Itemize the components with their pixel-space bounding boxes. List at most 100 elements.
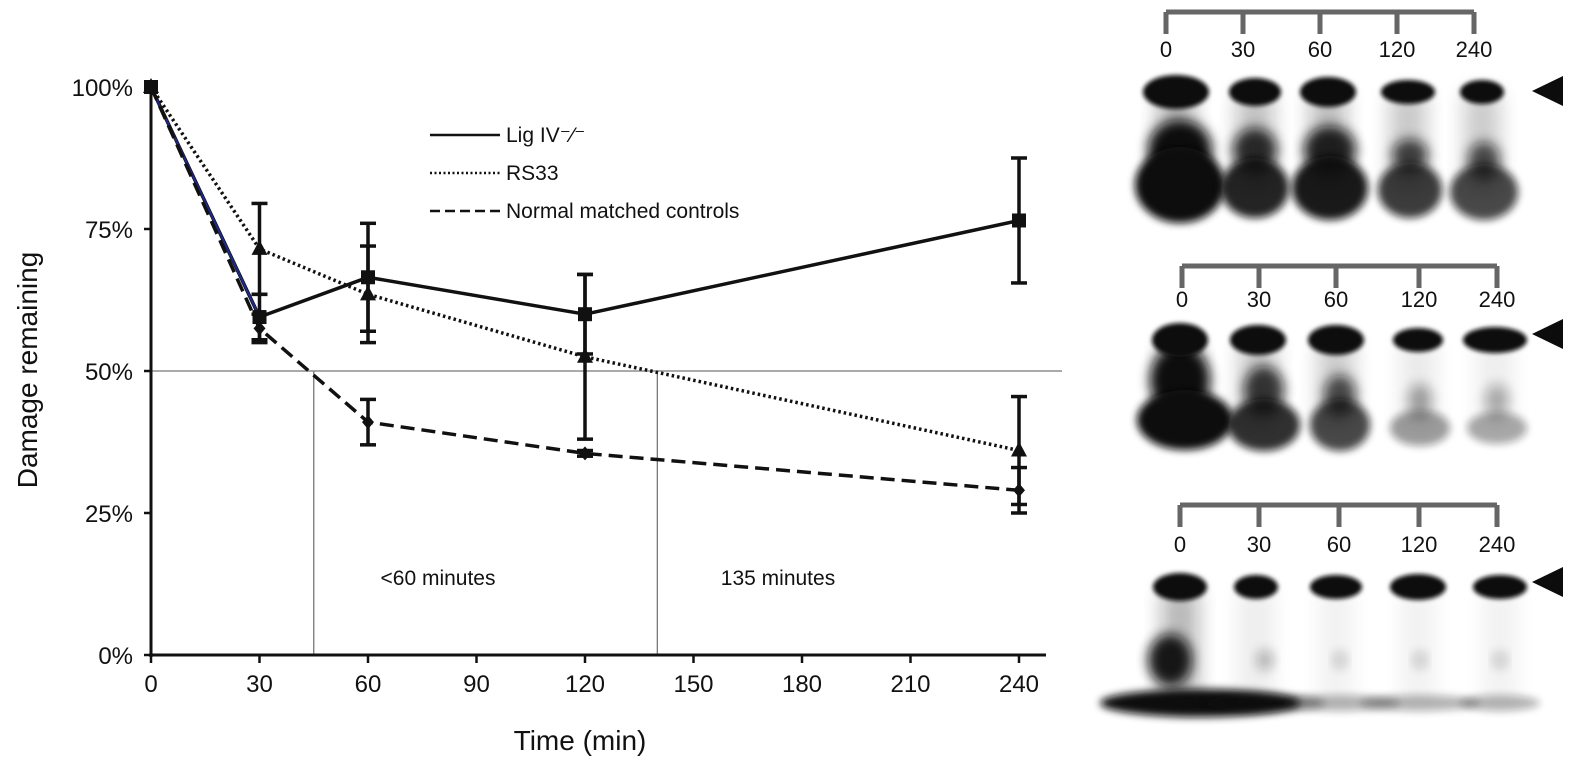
- gel-bottom-band: [1137, 390, 1233, 450]
- lane-label: 0: [1174, 532, 1186, 557]
- lane-label: 0: [1176, 287, 1188, 312]
- arrowhead-icon: [1532, 76, 1563, 106]
- gel-lower-band: [1148, 634, 1192, 686]
- gel-bottom-band: [1450, 164, 1518, 220]
- lane-label: 30: [1247, 532, 1271, 557]
- chart-legend: Lig IV⁻⁄⁻ RS33 Normal matched controls: [430, 124, 739, 223]
- gel-lane: [1280, 575, 1400, 711]
- gel-lane: [1360, 574, 1480, 711]
- gel-bottom-band: [1460, 695, 1540, 711]
- gel-smear: [1318, 587, 1354, 703]
- y-tick-label: 25%: [85, 501, 133, 528]
- gel-lane: [1292, 77, 1368, 220]
- gel-lower-band: [1414, 652, 1426, 668]
- data-point-triangle: [360, 285, 376, 301]
- reference-lines: [151, 370, 1062, 655]
- gel-lane: [1460, 575, 1540, 711]
- y-axis-title: Damage remaining: [12, 252, 43, 489]
- gel-well-band: [1300, 77, 1356, 107]
- gel-lane: [1221, 78, 1289, 218]
- gel-lower-band: [1392, 139, 1428, 171]
- damage-line-chart: 0% 25% 50% 75% 100% 0 30 60 90 120 150 180 210 240 Li…: [12, 75, 1062, 756]
- series-diamond: [145, 80, 1027, 515]
- arrowhead-icon: [1532, 319, 1563, 349]
- gel-well-band: [1381, 80, 1435, 104]
- x-axis-title: Time (min): [514, 725, 647, 756]
- data-point-diamond: [253, 321, 266, 336]
- gel-lane: [1137, 323, 1233, 450]
- lane-label: 120: [1401, 532, 1438, 557]
- x-tick-label: 90: [463, 671, 490, 698]
- gel-bottom-band: [1228, 399, 1300, 451]
- gel-well-band: [1310, 575, 1362, 599]
- lane-label: 60: [1324, 287, 1348, 312]
- y-tick-label: 50%: [85, 359, 133, 386]
- legend-label: RS33: [506, 162, 559, 185]
- data-point-diamond: [362, 415, 374, 430]
- x-tick-label: 120: [565, 671, 605, 698]
- data-point-triangle: [1011, 441, 1027, 457]
- x-tick-label: 30: [246, 671, 273, 698]
- gel-lower-band: [1334, 652, 1346, 668]
- gel-well-band: [1230, 325, 1286, 355]
- gel-well-band: [1153, 573, 1207, 601]
- gel-panel-3: 0 30 60 120 240: [1100, 502, 1563, 717]
- gel-lane: [1135, 75, 1225, 223]
- gel-bottom-band: [1467, 412, 1527, 444]
- y-tick-label: 0%: [98, 643, 133, 670]
- gel-panel-1: 0 30 60 120 240: [1135, 9, 1563, 223]
- x-tick-label: 210: [890, 671, 930, 698]
- data-point-diamond: [1013, 483, 1025, 498]
- data-point-triangle: [251, 239, 268, 255]
- gel-lane: [1308, 325, 1370, 451]
- data-point-diamond: [579, 446, 591, 461]
- gel-well-band: [1152, 323, 1208, 357]
- gel-lane: [1450, 80, 1518, 220]
- gel-lane: [1463, 327, 1527, 444]
- lane-label: 0: [1160, 37, 1172, 62]
- y-tick-label: 100%: [72, 75, 133, 102]
- gel-bottom-band: [1310, 399, 1370, 451]
- gel-lower-band: [1408, 384, 1432, 416]
- lane-label: 120: [1401, 287, 1438, 312]
- data-point-triangle: [577, 347, 593, 363]
- axis-ticks: 0% 25% 50% 75% 100% 0 30 60 90 120 150 180 210 240: [72, 75, 1039, 698]
- gel-well-band: [1390, 574, 1446, 600]
- gel-smear: [1400, 587, 1436, 703]
- gel-bottom-band: [1292, 156, 1368, 220]
- lane-label: 240: [1456, 37, 1493, 62]
- gel-well-band: [1393, 328, 1443, 352]
- gel-lane: [1228, 325, 1300, 451]
- gel-bottom-band: [1221, 158, 1289, 218]
- gel-panel-2: 0 30 60 120 240: [1137, 263, 1563, 451]
- legend-label: Lig IV⁻⁄⁻: [506, 124, 585, 147]
- lane-label: 60: [1327, 532, 1351, 557]
- gel-lower-band: [1494, 652, 1506, 668]
- gel-well-band: [1229, 78, 1281, 106]
- x-tick-label: 240: [999, 671, 1039, 698]
- lane-label: 60: [1308, 37, 1332, 62]
- data-point-square: [1012, 213, 1026, 228]
- lane-label: 240: [1479, 287, 1516, 312]
- series-accent-segment: [150, 86, 261, 318]
- y-tick-label: 75%: [85, 217, 133, 244]
- gel-well-band: [1460, 80, 1504, 104]
- annotation-lt60: <60 minutes: [381, 567, 496, 590]
- gel-smear: [1238, 587, 1274, 703]
- x-tick-label: 150: [673, 671, 713, 698]
- gel-bottom-band: [1360, 695, 1480, 711]
- lane-label: 240: [1479, 532, 1516, 557]
- gel-well-band: [1463, 327, 1527, 353]
- gel-bottom-band: [1378, 162, 1442, 218]
- gel-lower-band: [1257, 650, 1273, 670]
- gel-lower-band: [1485, 384, 1509, 416]
- legend-label: Normal matched controls: [506, 200, 739, 223]
- gel-well-band: [1143, 75, 1209, 109]
- series-layer: [143, 78, 1027, 515]
- gel-panels: 0 30 60 120 240 0 30 60 120 240 0 30 60 120 240: [1100, 9, 1563, 717]
- data-point-diamond: [145, 80, 157, 94]
- gel-well-band: [1234, 575, 1278, 599]
- gel-bottom-band: [1390, 410, 1450, 446]
- lane-label: 30: [1231, 37, 1255, 62]
